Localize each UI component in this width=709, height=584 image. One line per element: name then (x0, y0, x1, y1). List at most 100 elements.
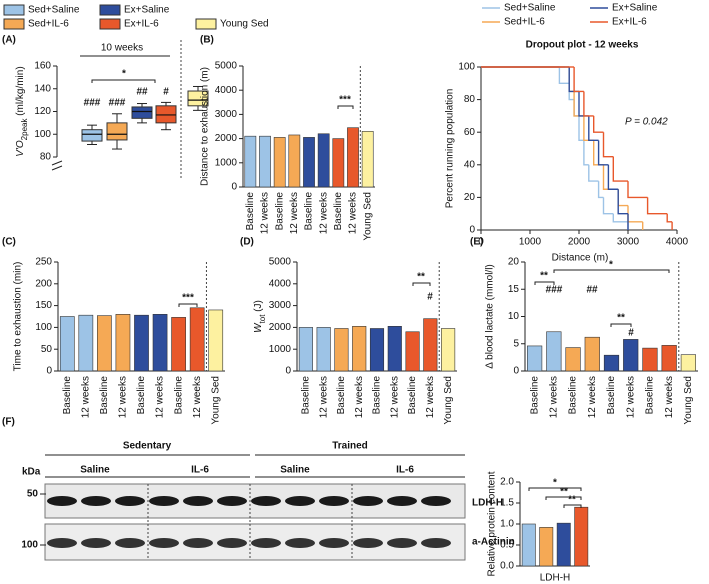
y-axis-label: Distance to exhaustion (m) (200, 67, 211, 186)
blot-band (183, 496, 213, 506)
box (106, 122, 128, 141)
significance-label: ** (560, 487, 568, 498)
band-label: LDH-H (472, 498, 503, 509)
x-tick-label: 12 weeks (318, 192, 329, 234)
y-tick-label: 0.0 (500, 561, 514, 572)
bar (347, 127, 359, 188)
y-tick-label: 60 (464, 127, 476, 138)
x-tick-label: Baseline (62, 376, 73, 415)
bar (189, 307, 205, 372)
x-tick-label: Baseline (645, 376, 656, 415)
blot-treatment: IL-6 (396, 465, 414, 476)
x-tick-label: Baseline (606, 376, 617, 415)
y-tick-label: 0 (513, 366, 519, 377)
bar (603, 354, 620, 372)
bar (317, 133, 330, 188)
panel-label: (F) (2, 417, 15, 428)
significance-label: ** (568, 495, 576, 506)
y-tick-label: 1.5 (500, 498, 514, 509)
significance-label: ### (109, 98, 126, 109)
blot-band (115, 496, 145, 506)
bar (642, 347, 658, 372)
y-tick-label: 1000 (269, 344, 292, 355)
legend-label: Ex+IL-6 (612, 17, 647, 28)
survival-step (602, 197, 614, 215)
blot-band (183, 538, 213, 548)
survival-step (612, 156, 628, 182)
y-axis-label: Δ blood lactate (mmol/l) (485, 264, 496, 369)
survival-step (588, 115, 599, 142)
bar (539, 527, 554, 567)
significance-label: ## (586, 285, 598, 296)
significance-bracket (337, 105, 354, 109)
survival-step (558, 67, 570, 84)
bar (273, 137, 286, 188)
significance-label: # (628, 328, 634, 339)
bar (115, 314, 131, 372)
x-tick-label: 12 weeks (354, 376, 365, 418)
x-tick-label: Baseline (99, 376, 110, 415)
legend-swatch (3, 4, 25, 16)
band-label: a-Actinin (472, 537, 515, 548)
bar (134, 314, 149, 372)
y-tick-label: 100 (458, 62, 475, 73)
blot-band (319, 496, 349, 506)
bar (556, 522, 571, 567)
blot-band (217, 496, 247, 506)
x-tick-label: 12 weeks (425, 376, 436, 418)
x-tick-label: Baseline (407, 376, 418, 415)
survival-step (573, 67, 584, 93)
x-tick-label: 12 weeks (587, 376, 598, 418)
y-tick-label: 15 (508, 284, 520, 295)
y-tick-label: 150 (35, 300, 52, 311)
survival-step (627, 181, 648, 199)
legend-label: Sed+Saline (504, 3, 556, 14)
bar (332, 138, 345, 188)
blot-band (47, 538, 77, 548)
significance-bracket (610, 323, 632, 327)
x-tick-label: Baseline (136, 376, 147, 415)
x-tick-label: 12 weeks (548, 376, 559, 418)
x-tick-label: 12 weeks (80, 376, 91, 418)
bar (565, 347, 581, 372)
significance-label: # (163, 87, 169, 98)
x-tick-label: Baseline (304, 192, 315, 231)
y-tick-label: 3000 (269, 300, 292, 311)
marker-label: 100 (21, 540, 38, 551)
x-tick-label: Young Sed (443, 376, 454, 425)
y-tick-label: 3000 (215, 109, 238, 120)
x-tick-label: 12 weeks (318, 376, 329, 418)
bar (680, 354, 696, 372)
annotation: P = 0.042 (625, 117, 668, 128)
y-tick-label: 5000 (215, 61, 238, 72)
panel-label: (C) (2, 237, 16, 248)
y-tick-label: 5 (513, 338, 519, 349)
x-tick-label: Young Sed (683, 376, 694, 425)
legend-label: Young Sed (220, 19, 269, 30)
significance-label: * (609, 260, 613, 271)
panel-label: (A) (2, 35, 16, 46)
blot-group: Trained (332, 441, 368, 452)
blot-band (319, 538, 349, 548)
significance-bracket (545, 496, 582, 500)
significance-label: ### (546, 285, 563, 296)
bar (521, 523, 536, 567)
box (81, 129, 103, 142)
x-tick-label: Baseline (173, 376, 184, 415)
legend-label: Sed+IL-6 (504, 17, 545, 28)
bar (441, 328, 456, 372)
legend-swatch (195, 18, 217, 30)
chart-title: Dropout plot - 12 weeks (526, 40, 639, 51)
blot-band (115, 538, 145, 548)
bar (97, 315, 112, 372)
survival-step (583, 91, 594, 117)
significance-label: *** (339, 95, 351, 106)
axis-break (51, 160, 63, 171)
blot-band (387, 496, 417, 506)
x-tick-label: 0 (478, 237, 484, 248)
survival-step (573, 99, 579, 117)
significance-bracket (563, 504, 582, 508)
legend-label: Sed+IL-6 (28, 19, 69, 30)
blot-treatment: IL-6 (191, 465, 209, 476)
